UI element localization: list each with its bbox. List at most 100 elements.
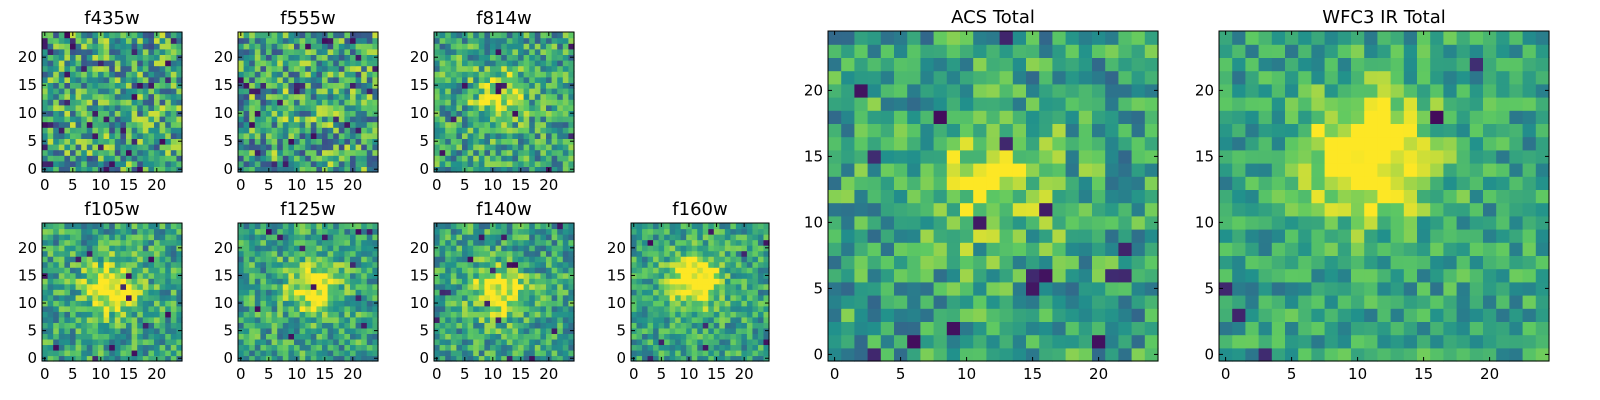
heatmap-cell (64, 355, 71, 362)
heatmap-cell (658, 267, 665, 274)
heatmap-cell (445, 333, 452, 340)
heatmap-cell (653, 228, 660, 235)
x-tick-label: 0 (236, 365, 246, 383)
heatmap-cell (355, 272, 362, 279)
heatmap-cell (299, 138, 306, 145)
heatmap-cell (75, 289, 82, 296)
heatmap-cell (512, 327, 519, 334)
heatmap-cell (518, 289, 525, 296)
heatmap-cell (746, 278, 754, 285)
heatmap-cell (266, 110, 273, 117)
heatmap-cell (757, 283, 765, 290)
heatmap-cell (752, 289, 759, 296)
heatmap-cell (642, 349, 649, 357)
heatmap-cell (333, 289, 340, 296)
heatmap-cell (238, 149, 245, 156)
heatmap-cell (746, 344, 754, 351)
heatmap-cell (154, 144, 161, 151)
heatmap-cell (828, 334, 842, 349)
heatmap-cell (316, 289, 323, 296)
heatmap-cell (719, 278, 726, 285)
heatmap-cell (316, 250, 323, 257)
heatmap-cell (58, 256, 65, 263)
heatmap-cell (277, 93, 284, 100)
heatmap-cell (355, 82, 362, 89)
heatmap-cell (75, 355, 82, 362)
heatmap-cell (653, 344, 660, 351)
heatmap-cell (490, 54, 497, 61)
heatmap-cell (42, 116, 49, 123)
heatmap-cell (631, 338, 638, 346)
heatmap-cell (92, 272, 99, 279)
heatmap-cell (523, 322, 530, 329)
heatmap-cell (653, 327, 660, 334)
heatmap-cell (137, 223, 144, 230)
heatmap-cell (327, 311, 334, 318)
heatmap-cell (238, 76, 245, 83)
heatmap-cell (894, 295, 908, 309)
heatmap-cell (456, 316, 463, 323)
heatmap-cell (757, 311, 765, 318)
heatmap-cell (523, 289, 530, 296)
heatmap-cell (501, 155, 508, 162)
heatmap-cell (137, 93, 144, 100)
heatmap-cell (669, 344, 676, 351)
heatmap-cell (1092, 242, 1106, 256)
heatmap-cell (529, 54, 536, 61)
heatmap-cell (719, 261, 726, 268)
heatmap-cell (658, 338, 665, 346)
x-tick-label: 15 (119, 176, 138, 194)
heatmap-cell (642, 355, 649, 362)
heatmap-cell (170, 149, 177, 156)
heatmap-cell (316, 88, 323, 95)
heatmap-cell (47, 127, 54, 134)
heatmap-cell (562, 355, 569, 362)
heatmap-cell (1012, 189, 1027, 204)
heatmap-cell (741, 305, 748, 312)
heatmap-cell (757, 327, 765, 334)
heatmap-cell (1052, 215, 1067, 230)
heatmap-cell (238, 344, 245, 351)
heatmap-cell (42, 71, 49, 78)
heatmap-cell (70, 234, 77, 241)
heatmap-cell (92, 327, 99, 334)
heatmap-cell (86, 316, 93, 323)
heatmap-cell (735, 278, 742, 285)
heatmap-cell (518, 65, 525, 72)
heatmap-cell (103, 333, 110, 340)
heatmap-cell (445, 82, 452, 89)
heatmap-cell (450, 37, 457, 44)
y-tick-label: 5 (419, 132, 429, 150)
heatmap-cell (484, 43, 491, 50)
heatmap-cell (568, 116, 575, 123)
heatmap-cell (282, 267, 289, 274)
heatmap-cell (686, 250, 693, 257)
heatmap-cell (58, 110, 65, 117)
heatmap-cell (361, 65, 368, 72)
heatmap-cell (1039, 321, 1053, 336)
heatmap-cell (366, 234, 373, 241)
heatmap-cell (557, 327, 564, 334)
heatmap-cell (148, 261, 155, 268)
heatmap-cell (512, 127, 519, 134)
heatmap-cell (271, 104, 278, 111)
heatmap-cell (249, 160, 256, 167)
heatmap-cell (103, 132, 110, 139)
heatmap-cell (473, 327, 480, 334)
heatmap-cell (467, 338, 474, 346)
heatmap-cell (523, 144, 530, 151)
heatmap-cell (322, 316, 329, 323)
heatmap-cell (551, 149, 558, 156)
heatmap-cell (299, 234, 306, 241)
heatmap-cell (1092, 321, 1106, 336)
heatmap-cell (266, 300, 273, 307)
heatmap-cell (523, 278, 530, 285)
heatmap-cell (456, 138, 463, 145)
heatmap-cell (277, 316, 284, 323)
heatmap-cell (355, 88, 362, 95)
heatmap-cell (523, 121, 530, 128)
heatmap-cell (120, 355, 127, 362)
heatmap-cell (92, 311, 99, 318)
heatmap-cell (686, 294, 693, 301)
heatmap-cell (973, 242, 987, 256)
